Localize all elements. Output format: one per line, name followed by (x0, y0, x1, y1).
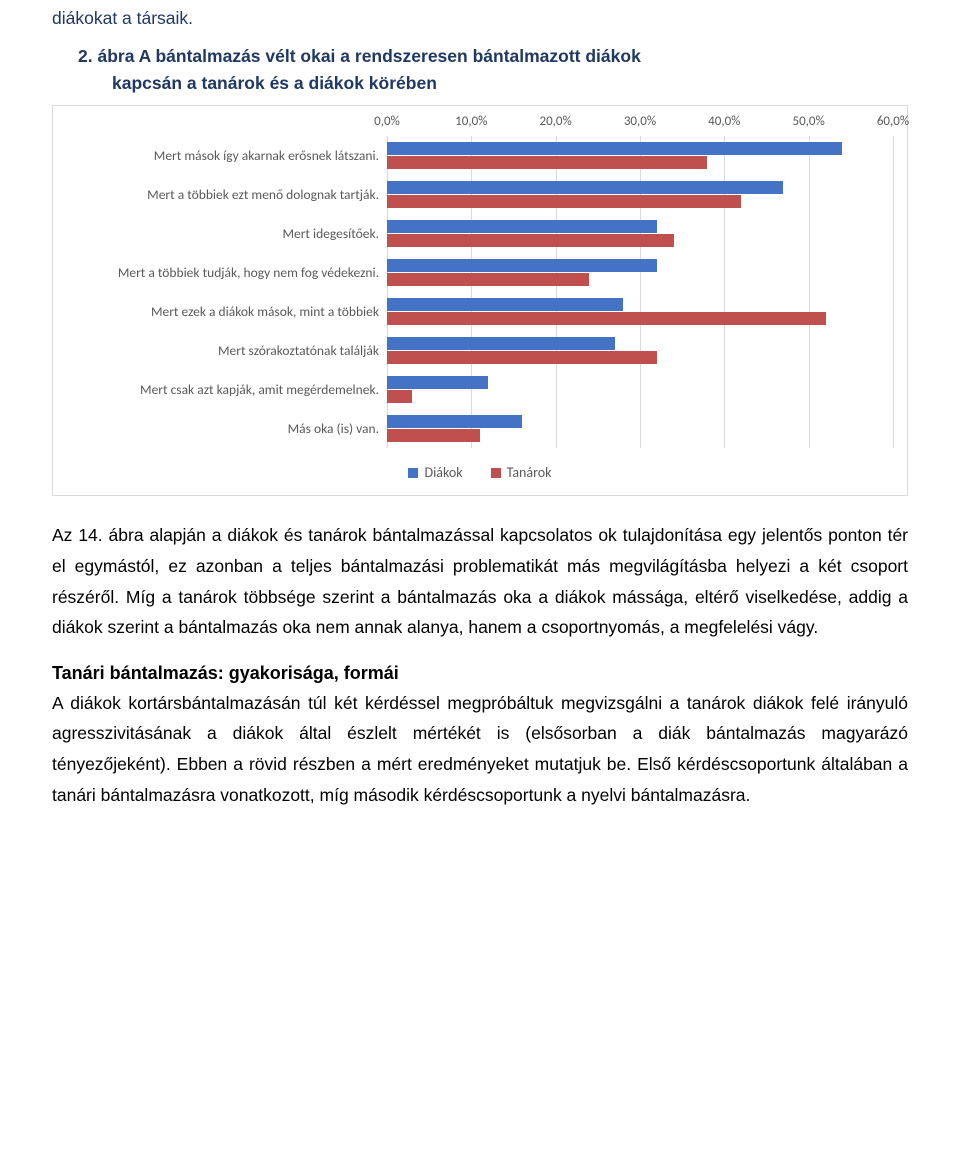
section-heading: Tanári bántalmazás: gyakorisága, formái (52, 663, 908, 684)
legend-item: Diákok (408, 464, 462, 481)
bar-diákok (387, 376, 488, 389)
category-label: Mert a többiek ezt menő dolognak tartják… (67, 175, 387, 214)
bar-diákok (387, 142, 842, 155)
figure-caption: 2. ábra A bántalmazás vélt okai a rendsz… (52, 43, 908, 97)
x-tick-label: 10,0% (455, 114, 487, 129)
body-paragraph-2: A diákok kortársbántalmazásán túl két ké… (52, 688, 908, 811)
chart-plot-column: 0,0%10,0%20,0%30,0%40,0%50,0%60,0% (387, 114, 893, 448)
category-bars (387, 331, 893, 370)
bar-diákok (387, 298, 623, 311)
bar-tanárok (387, 273, 589, 286)
prev-page-fragment: diákokat a társaik. (52, 8, 908, 29)
legend-label: Tanárok (507, 464, 552, 481)
category-bars (387, 370, 893, 409)
body-paragraph-1: Az 14. ábra alapján a diákok és tanárok … (52, 520, 908, 643)
bar-tanárok (387, 195, 741, 208)
bar-diákok (387, 220, 657, 233)
category-bars (387, 253, 893, 292)
category-label: Mert szórakoztatónak találják (67, 331, 387, 370)
chart-x-axis: 0,0%10,0%20,0%30,0%40,0%50,0%60,0% (387, 114, 893, 136)
bar-diákok (387, 337, 615, 350)
chart-plot-area (387, 136, 893, 448)
category-bars (387, 136, 893, 175)
category-bars (387, 175, 893, 214)
bar-tanárok (387, 390, 412, 403)
legend-item: Tanárok (491, 464, 552, 481)
document-page: diákokat a társaik. 2. ábra A bántalmazá… (0, 0, 960, 860)
bar-tanárok (387, 312, 826, 325)
bar-tanárok (387, 429, 480, 442)
bar-diákok (387, 259, 657, 272)
category-label: Mert idegesítőek. (67, 214, 387, 253)
legend-swatch (491, 468, 501, 478)
x-tick-label: 50,0% (793, 114, 825, 129)
bar-chart: Mert mások így akarnak erősnek látszani.… (52, 105, 908, 496)
category-bars (387, 292, 893, 331)
bar-diákok (387, 415, 522, 428)
category-label: Mert mások így akarnak erősnek látszani. (67, 136, 387, 175)
category-label: Mert ezek a diákok mások, mint a többiek (67, 292, 387, 331)
figure-caption-line1: 2. ábra A bántalmazás vélt okai a rendsz… (78, 46, 641, 66)
bar-tanárok (387, 234, 674, 247)
bar-tanárok (387, 156, 707, 169)
category-bars (387, 214, 893, 253)
chart-legend: Diákok Tanárok (67, 464, 893, 481)
x-tick-label: 60,0% (877, 114, 909, 129)
chart-inner: Mert mások így akarnak erősnek látszani.… (67, 114, 893, 448)
x-tick-label: 40,0% (708, 114, 740, 129)
x-tick-label: 0,0% (374, 114, 400, 129)
legend-label: Diákok (424, 464, 462, 481)
category-bars (387, 409, 893, 448)
category-label: Más oka (is) van. (67, 409, 387, 448)
bar-tanárok (387, 351, 657, 364)
gridline (893, 136, 894, 448)
category-label: Mert a többiek tudják, hogy nem fog véde… (67, 253, 387, 292)
figure-caption-line2: kapcsán a tanárok és a diákok körében (78, 70, 908, 97)
x-tick-label: 20,0% (540, 114, 572, 129)
category-label: Mert csak azt kapják, amit megérdemelnek… (67, 370, 387, 409)
chart-category-column: Mert mások így akarnak erősnek látszani.… (67, 114, 387, 448)
x-tick-label: 30,0% (624, 114, 656, 129)
bar-diákok (387, 181, 783, 194)
legend-swatch (408, 468, 418, 478)
